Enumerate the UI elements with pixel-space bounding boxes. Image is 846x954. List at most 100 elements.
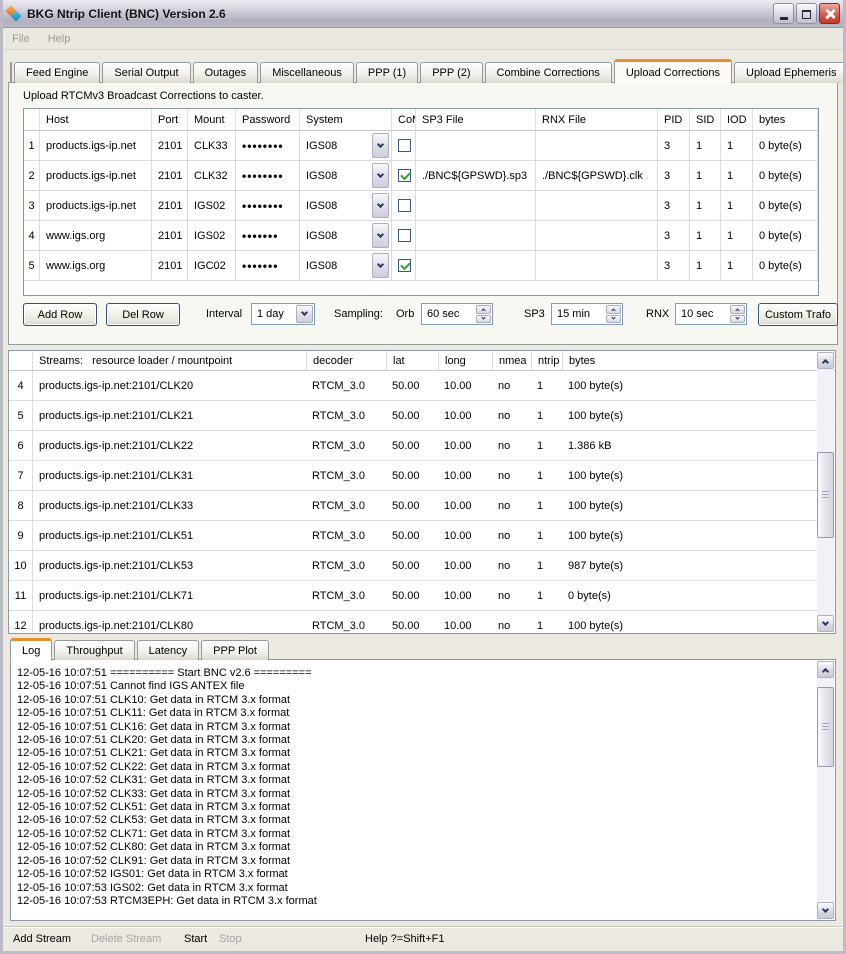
- password-cell[interactable]: •••••••: [236, 251, 300, 281]
- system-combo[interactable]: IGS08: [300, 221, 392, 251]
- mount-cell[interactable]: IGS02: [188, 191, 236, 221]
- rnx-cell[interactable]: [536, 221, 658, 251]
- tab-ppp-2[interactable]: PPP (2): [420, 62, 483, 83]
- spin-down-button[interactable]: [476, 314, 491, 323]
- stream-row[interactable]: 12 products.igs-ip.net:2101/CLK80 RTCM_3…: [9, 611, 835, 633]
- tab-ppp-plot[interactable]: PPP Plot: [201, 640, 269, 660]
- rnx-cell[interactable]: ./BNC${GPSWD}.clk: [536, 161, 658, 191]
- port-cell[interactable]: 2101: [152, 161, 188, 191]
- stream-row[interactable]: 8 products.igs-ip.net:2101/CLK33 RTCM_3.…: [9, 491, 835, 521]
- password-cell[interactable]: ••••••••: [236, 131, 300, 161]
- pid-cell[interactable]: 3: [658, 221, 690, 251]
- iod-cell[interactable]: 1: [721, 221, 753, 251]
- spin-up-button[interactable]: [606, 305, 621, 314]
- tab-ppp-1[interactable]: PPP (1): [355, 62, 419, 83]
- tab-serial-output[interactable]: Serial Output: [102, 62, 191, 83]
- mount-cell[interactable]: IGC02: [188, 251, 236, 281]
- host-cell[interactable]: www.igs.org: [40, 251, 152, 281]
- sp3-spinner[interactable]: 15 min: [551, 303, 623, 325]
- sid-cell[interactable]: 1: [690, 191, 721, 221]
- iod-cell[interactable]: 1: [721, 191, 753, 221]
- pid-cell[interactable]: 3: [658, 131, 690, 161]
- tab-throughput[interactable]: Throughput: [54, 640, 135, 660]
- com-checkbox[interactable]: [398, 259, 411, 272]
- delete-stream-action[interactable]: Delete Stream: [91, 933, 162, 945]
- tab-combine-corrections[interactable]: Combine Corrections: [484, 62, 612, 83]
- system-combo[interactable]: IGS08: [300, 161, 392, 191]
- sid-cell[interactable]: 1: [690, 221, 721, 251]
- port-cell[interactable]: 2101: [152, 131, 188, 161]
- com-checkbox[interactable]: [398, 229, 411, 242]
- stream-row[interactable]: 9 products.igs-ip.net:2101/CLK51 RTCM_3.…: [9, 521, 835, 551]
- com-checkbox[interactable]: [398, 139, 411, 152]
- stream-row[interactable]: 6 products.igs-ip.net:2101/CLK22 RTCM_3.…: [9, 431, 835, 461]
- log-scrollbar[interactable]: [817, 661, 834, 919]
- port-cell[interactable]: 2101: [152, 221, 188, 251]
- host-cell[interactable]: products.igs-ip.net: [40, 161, 152, 191]
- port-cell[interactable]: 2101: [152, 251, 188, 281]
- scroll-down-button[interactable]: [817, 615, 834, 632]
- menu-file[interactable]: File: [12, 32, 30, 45]
- password-cell[interactable]: ••••••••: [236, 161, 300, 191]
- combo-dropdown-button[interactable]: [372, 223, 389, 248]
- host-cell[interactable]: www.igs.org: [40, 221, 152, 251]
- sid-cell[interactable]: 1: [690, 161, 721, 191]
- system-combo[interactable]: IGS08: [300, 191, 392, 221]
- mount-cell[interactable]: CLK33: [188, 131, 236, 161]
- dropdown-button[interactable]: [296, 305, 313, 323]
- stream-row[interactable]: 7 products.igs-ip.net:2101/CLK31 RTCM_3.…: [9, 461, 835, 491]
- tab-log[interactable]: Log: [10, 638, 53, 661]
- mount-cell[interactable]: CLK32: [188, 161, 236, 191]
- combo-dropdown-button[interactable]: [372, 163, 389, 188]
- custom-trafo-button[interactable]: Custom Trafo: [758, 303, 838, 326]
- scrollbar-thumb[interactable]: [817, 452, 834, 538]
- pid-cell[interactable]: 3: [658, 251, 690, 281]
- port-cell[interactable]: 2101: [152, 191, 188, 221]
- stream-row[interactable]: 10 products.igs-ip.net:2101/CLK53 RTCM_3…: [9, 551, 835, 581]
- com-checkbox[interactable]: [398, 199, 411, 212]
- combo-dropdown-button[interactable]: [372, 133, 389, 158]
- rnx-cell[interactable]: [536, 251, 658, 281]
- rnx-spinner[interactable]: 10 sec: [675, 303, 747, 325]
- maximize-button[interactable]: [796, 3, 817, 24]
- system-combo[interactable]: IGS08: [300, 131, 392, 161]
- del-row-button[interactable]: Del Row: [106, 303, 180, 326]
- scroll-up-button[interactable]: [817, 352, 834, 369]
- menu-help[interactable]: Help: [47, 32, 71, 45]
- stop-action[interactable]: Stop: [219, 933, 242, 945]
- spin-down-button[interactable]: [606, 314, 621, 323]
- pid-cell[interactable]: 3: [658, 161, 690, 191]
- iod-cell[interactable]: 1: [721, 131, 753, 161]
- stream-row[interactable]: 11 products.igs-ip.net:2101/CLK71 RTCM_3…: [9, 581, 835, 611]
- com-checkbox[interactable]: [398, 169, 411, 182]
- scroll-up-button[interactable]: [817, 661, 834, 678]
- streams-scrollbar[interactable]: [817, 352, 834, 632]
- tab-latency[interactable]: Latency: [136, 640, 200, 660]
- pid-cell[interactable]: 3: [658, 191, 690, 221]
- sp3-cell[interactable]: [416, 221, 536, 251]
- spin-up-button[interactable]: [730, 305, 745, 314]
- tab-miscellaneous[interactable]: Miscellaneous: [260, 62, 354, 83]
- sp3-cell[interactable]: [416, 131, 536, 161]
- scroll-down-button[interactable]: [817, 902, 834, 919]
- tab-outages[interactable]: Outages: [192, 62, 259, 83]
- close-button[interactable]: [819, 3, 840, 24]
- iod-cell[interactable]: 1: [721, 161, 753, 191]
- sid-cell[interactable]: 1: [690, 251, 721, 281]
- start-action[interactable]: Start: [184, 933, 208, 945]
- password-cell[interactable]: ••••••••: [236, 191, 300, 221]
- tab-upload-corrections[interactable]: Upload Corrections: [613, 59, 732, 84]
- iod-cell[interactable]: 1: [721, 251, 753, 281]
- tab-upload-ephemeris[interactable]: Upload Ephemeris: [734, 62, 846, 83]
- sp3-cell[interactable]: ./BNC${GPSWD}.sp3: [416, 161, 536, 191]
- combo-dropdown-button[interactable]: [372, 253, 389, 278]
- interval-select[interactable]: 1 day: [251, 303, 315, 325]
- add-row-button[interactable]: Add Row: [23, 303, 97, 326]
- stream-row[interactable]: 5 products.igs-ip.net:2101/CLK21 RTCM_3.…: [9, 401, 835, 431]
- spin-down-button[interactable]: [730, 314, 745, 323]
- scrollbar-thumb[interactable]: [817, 687, 834, 767]
- orb-spinner[interactable]: 60 sec: [421, 303, 493, 325]
- minimize-button[interactable]: [773, 3, 794, 24]
- system-combo[interactable]: IGS08: [300, 251, 392, 281]
- add-stream-action[interactable]: Add Stream: [13, 933, 72, 945]
